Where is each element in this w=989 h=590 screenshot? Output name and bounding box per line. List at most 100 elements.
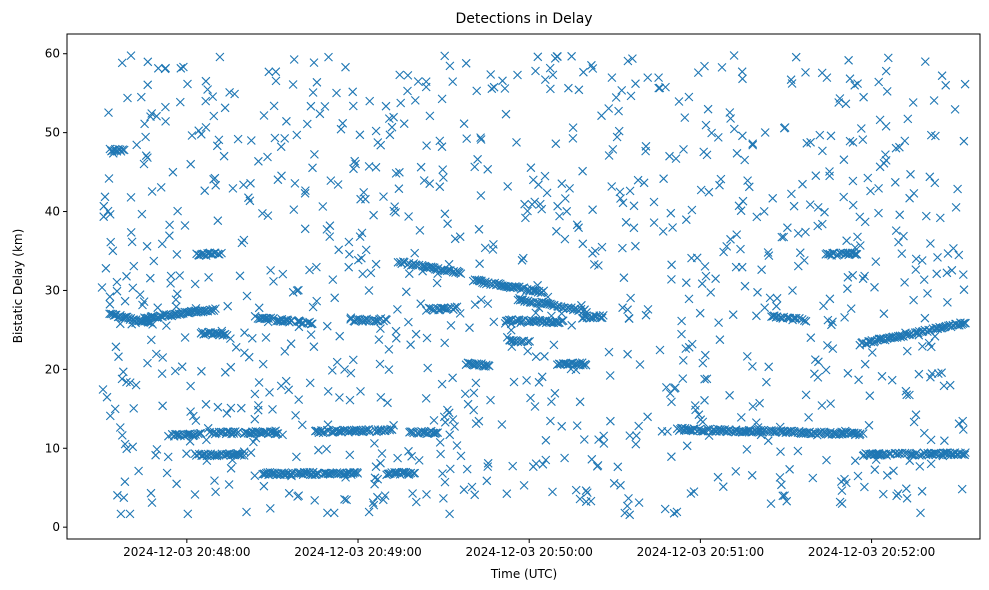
data-point bbox=[282, 116, 291, 126]
data-point bbox=[179, 62, 188, 72]
data-point bbox=[266, 266, 275, 275]
data-point bbox=[374, 335, 384, 344]
data-point bbox=[158, 401, 167, 411]
data-point bbox=[297, 420, 307, 430]
data-point bbox=[837, 486, 847, 495]
data-point bbox=[390, 202, 400, 211]
data-point bbox=[731, 425, 741, 435]
data-point bbox=[287, 316, 297, 325]
data-point bbox=[687, 205, 697, 215]
data-point bbox=[825, 294, 835, 304]
data-point bbox=[439, 494, 448, 503]
data-point bbox=[407, 451, 416, 461]
data-point bbox=[135, 290, 145, 299]
data-point bbox=[540, 171, 550, 181]
data-point bbox=[132, 140, 142, 150]
data-point bbox=[945, 380, 955, 390]
data-point bbox=[798, 179, 807, 189]
data-point bbox=[476, 133, 485, 142]
data-point bbox=[115, 145, 125, 155]
data-point bbox=[332, 357, 342, 367]
data-point bbox=[269, 101, 279, 111]
data-point bbox=[433, 428, 443, 437]
axes-frame bbox=[66, 33, 981, 540]
data-point bbox=[410, 468, 420, 478]
data-point bbox=[684, 294, 694, 304]
data-point bbox=[821, 365, 831, 375]
data-point bbox=[855, 241, 865, 250]
data-point bbox=[394, 184, 404, 194]
data-point bbox=[639, 178, 649, 188]
data-point bbox=[634, 421, 644, 431]
data-point bbox=[384, 345, 394, 354]
data-point bbox=[141, 132, 150, 142]
data-point bbox=[117, 431, 127, 440]
data-point bbox=[607, 182, 617, 191]
data-point bbox=[933, 369, 943, 378]
data-point bbox=[440, 209, 450, 219]
data-point bbox=[697, 426, 707, 436]
data-point bbox=[523, 337, 533, 347]
data-point bbox=[182, 449, 191, 459]
data-point bbox=[935, 213, 945, 223]
data-point bbox=[231, 342, 241, 352]
data-point bbox=[126, 193, 136, 202]
data-point bbox=[106, 237, 116, 247]
data-point bbox=[900, 136, 910, 146]
data-point bbox=[914, 369, 924, 379]
data-point bbox=[930, 178, 940, 188]
data-point bbox=[312, 77, 322, 87]
data-point bbox=[957, 484, 967, 494]
data-point bbox=[597, 242, 607, 252]
data-point bbox=[403, 86, 412, 96]
data-point bbox=[323, 420, 333, 430]
data-point bbox=[469, 388, 479, 398]
data-point bbox=[858, 274, 868, 284]
data-point bbox=[120, 439, 130, 449]
data-point bbox=[594, 435, 603, 444]
data-point bbox=[715, 427, 724, 436]
data-point bbox=[578, 239, 588, 249]
data-point bbox=[867, 348, 877, 357]
data-point bbox=[271, 67, 281, 77]
data-point bbox=[782, 496, 792, 506]
data-point bbox=[332, 88, 341, 98]
data-point bbox=[313, 468, 322, 478]
data-point bbox=[571, 485, 581, 495]
data-point bbox=[575, 397, 585, 407]
data-point bbox=[943, 249, 953, 258]
data-point bbox=[325, 221, 335, 231]
data-point bbox=[736, 413, 746, 422]
data-point bbox=[165, 220, 174, 230]
data-point bbox=[748, 139, 758, 149]
data-point bbox=[302, 119, 312, 129]
data-point bbox=[562, 206, 572, 216]
data-point bbox=[370, 479, 379, 489]
data-point bbox=[848, 176, 858, 186]
data-point bbox=[598, 311, 608, 320]
data-point bbox=[145, 273, 155, 283]
data-point bbox=[566, 364, 576, 374]
data-point bbox=[765, 293, 775, 303]
data-point bbox=[853, 471, 863, 481]
data-point bbox=[382, 315, 391, 325]
data-point bbox=[760, 128, 770, 137]
data-point bbox=[738, 74, 747, 84]
data-point bbox=[942, 268, 952, 278]
data-point bbox=[114, 352, 123, 362]
data-point bbox=[376, 393, 386, 402]
data-point bbox=[309, 58, 319, 67]
data-point bbox=[752, 311, 761, 321]
data-point bbox=[578, 166, 587, 176]
data-point bbox=[844, 55, 853, 65]
data-point bbox=[123, 93, 132, 103]
data-point bbox=[665, 151, 674, 161]
data-point bbox=[550, 388, 560, 398]
data-point bbox=[286, 470, 296, 480]
data-point bbox=[324, 52, 333, 62]
data-point bbox=[425, 111, 435, 121]
data-point bbox=[102, 392, 112, 402]
data-point bbox=[718, 482, 728, 492]
data-point bbox=[175, 271, 185, 280]
data-point bbox=[239, 180, 248, 190]
